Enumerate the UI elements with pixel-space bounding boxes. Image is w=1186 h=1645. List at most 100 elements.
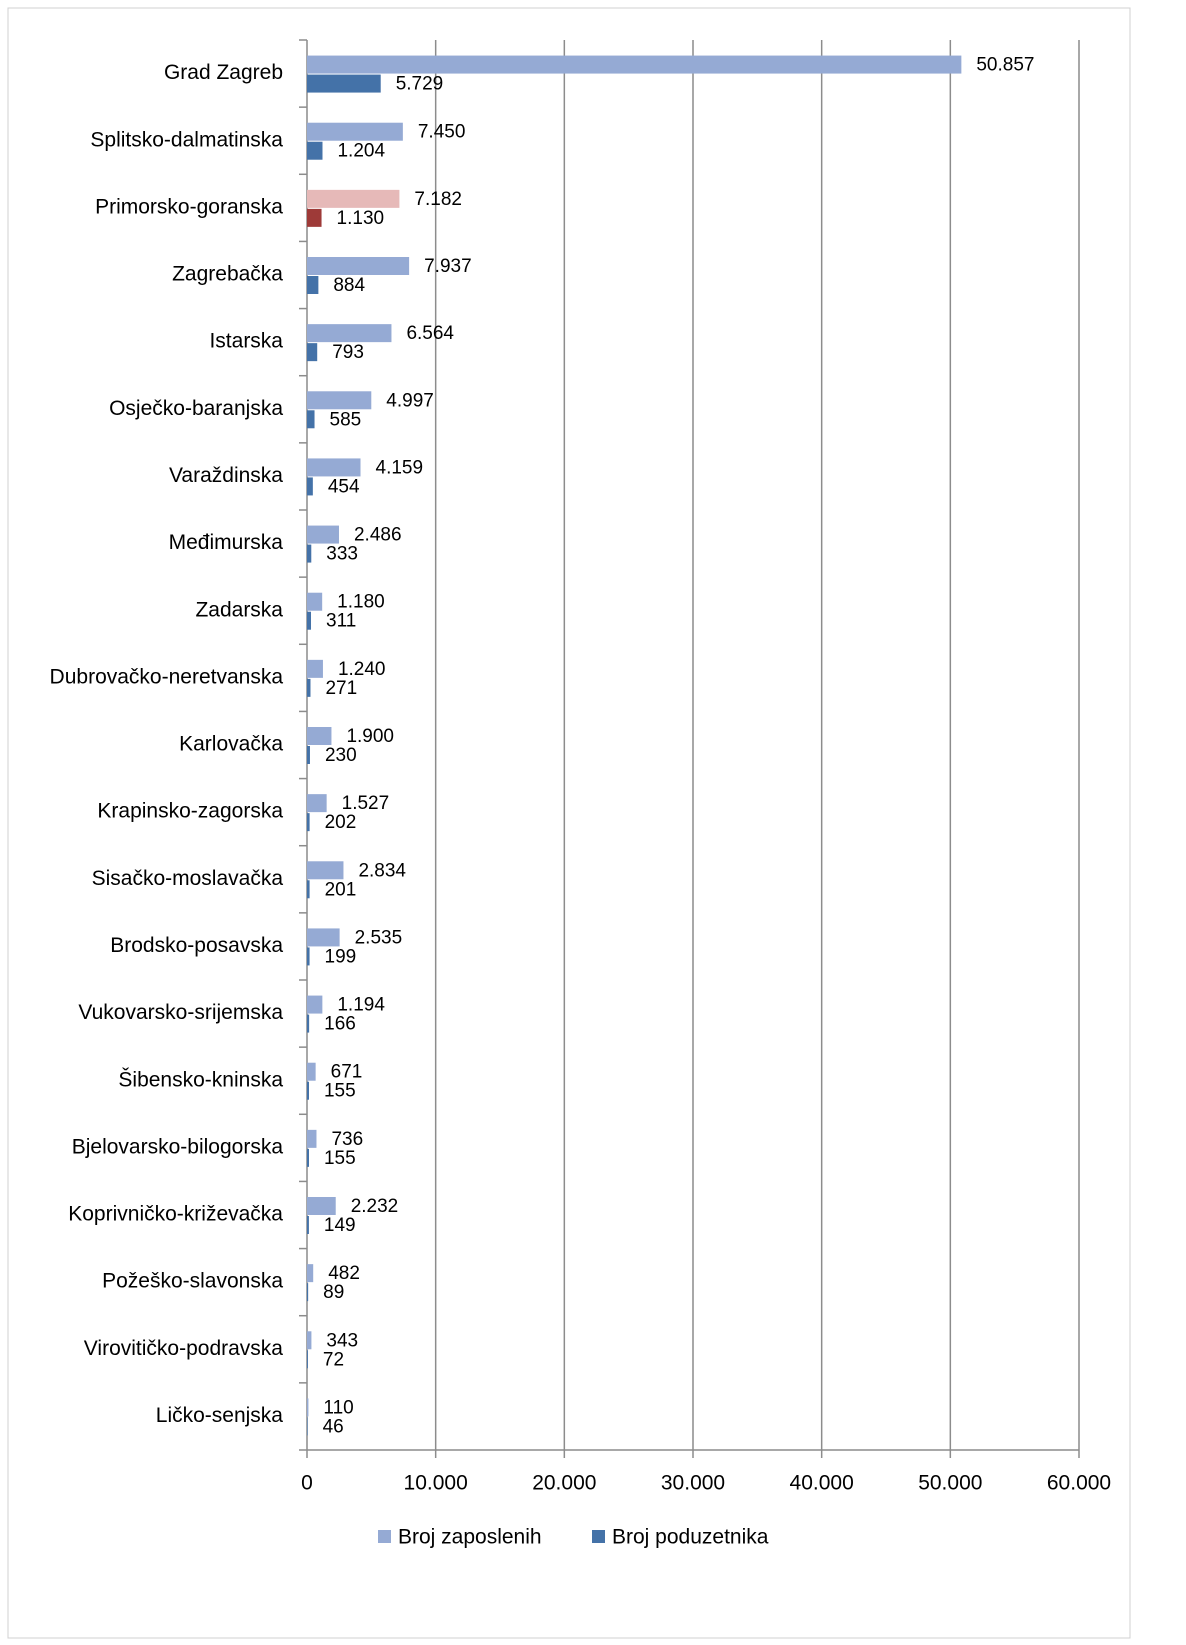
- bar: [307, 324, 392, 343]
- bar: [307, 1148, 309, 1167]
- bar: [307, 343, 318, 362]
- data-label: 1.180: [337, 592, 385, 613]
- data-label: 482: [328, 1263, 360, 1284]
- data-label: 155: [324, 1081, 356, 1102]
- bar: [307, 1197, 336, 1215]
- x-tick-label: 60.000: [1047, 1472, 1111, 1495]
- bar: [307, 1398, 309, 1417]
- data-label: 271: [325, 678, 357, 699]
- data-label: 736: [331, 1129, 363, 1150]
- bar: [307, 189, 400, 208]
- data-label: 2.232: [351, 1196, 399, 1217]
- y-tick-label: Dubrovačko-neretvanska: [50, 665, 284, 688]
- bar: [307, 659, 323, 678]
- bar: [307, 1417, 308, 1436]
- data-label: 202: [325, 812, 357, 833]
- bar: [307, 947, 310, 966]
- y-tick-label: Primorsko-goranska: [95, 195, 283, 218]
- bar: [307, 544, 312, 563]
- data-label: 333: [326, 544, 358, 565]
- bar: [307, 208, 322, 227]
- data-label: 155: [324, 1148, 356, 1169]
- legend-swatch: [378, 1530, 391, 1543]
- data-label: 671: [331, 1062, 363, 1083]
- x-tick-label: 30.000: [661, 1472, 725, 1495]
- bar: [307, 1216, 309, 1234]
- data-label: 454: [328, 476, 360, 497]
- bar: [307, 1062, 316, 1081]
- y-tick-label: Koprivničko-križevačka: [68, 1203, 283, 1226]
- data-label: 2.535: [355, 927, 403, 948]
- bar: [307, 1081, 309, 1100]
- y-tick-label: Krapinsko-zagorska: [97, 800, 283, 823]
- bar: [307, 861, 344, 880]
- data-label: 50.857: [976, 55, 1034, 76]
- bar: [307, 880, 310, 899]
- data-label: 311: [326, 611, 356, 632]
- y-tick-label: Osječko-baranjska: [109, 397, 283, 420]
- bar: [307, 727, 332, 745]
- data-label: 110: [323, 1397, 353, 1418]
- data-label: 7.937: [424, 256, 472, 277]
- data-label: 585: [330, 409, 362, 430]
- data-label: 7.182: [414, 189, 462, 210]
- bar: [307, 1129, 317, 1148]
- y-tick-label: Šibensko-kninska: [118, 1068, 283, 1091]
- y-tick-label: Vukovarsko-srijemska: [78, 1001, 283, 1024]
- bar: [307, 928, 340, 947]
- bar: [307, 611, 312, 630]
- y-tick-label: Ličko-senjska: [156, 1404, 284, 1427]
- bar: [307, 995, 323, 1014]
- data-label: 46: [323, 1416, 344, 1437]
- bar: [307, 1014, 310, 1033]
- x-tick-label: 20.000: [532, 1472, 596, 1495]
- x-tick-label: 40.000: [790, 1472, 854, 1495]
- data-label: 6.564: [406, 323, 454, 344]
- bar: [307, 141, 323, 160]
- bar: [307, 391, 372, 410]
- data-label: 343: [326, 1330, 358, 1351]
- bar: [307, 746, 310, 764]
- y-tick-label: Zadarska: [195, 598, 283, 621]
- y-tick-label: Grad Zagreb: [164, 61, 283, 84]
- bar: [307, 276, 319, 294]
- bar: [307, 794, 327, 813]
- bar: [307, 1264, 314, 1283]
- bar: [307, 74, 381, 93]
- y-tick-label: Bjelovarsko-bilogorska: [72, 1135, 284, 1158]
- data-label: 1.900: [346, 726, 394, 747]
- bar: [307, 1350, 308, 1369]
- data-label: 1.130: [337, 208, 385, 229]
- data-label: 1.204: [337, 141, 385, 162]
- bar: [307, 55, 962, 74]
- legend-label: Broj poduzetnika: [612, 1526, 769, 1549]
- data-label: 166: [324, 1014, 356, 1035]
- bar: [307, 1331, 312, 1350]
- x-tick-label: 0: [301, 1472, 313, 1495]
- data-label: 89: [323, 1282, 344, 1303]
- data-label: 199: [325, 946, 357, 967]
- y-tick-label: Brodsko-posavska: [110, 934, 283, 957]
- bar: [307, 458, 361, 477]
- bar: [307, 122, 403, 141]
- bar: [307, 592, 323, 611]
- legend-label: Broj zaposlenih: [398, 1526, 542, 1549]
- data-label: 793: [332, 342, 364, 363]
- bar: [307, 477, 313, 496]
- data-label: 230: [325, 745, 357, 766]
- bar: [307, 257, 410, 275]
- x-tick-label: 10.000: [404, 1472, 468, 1495]
- data-label: 72: [323, 1349, 344, 1370]
- data-label: 4.997: [386, 390, 434, 411]
- data-label: 7.450: [418, 122, 466, 143]
- y-tick-label: Splitsko-dalmatinska: [90, 128, 283, 151]
- data-label: 1.194: [337, 995, 385, 1016]
- chart-frame: [7, 7, 1131, 1639]
- y-tick-label: Virovitičko-podravska: [84, 1337, 284, 1360]
- y-tick-label: Karlovačka: [179, 733, 283, 756]
- y-tick-label: Sisačko-moslavačka: [92, 867, 284, 890]
- data-label: 884: [333, 275, 365, 296]
- data-label: 2.486: [354, 525, 402, 546]
- bar: [307, 525, 339, 544]
